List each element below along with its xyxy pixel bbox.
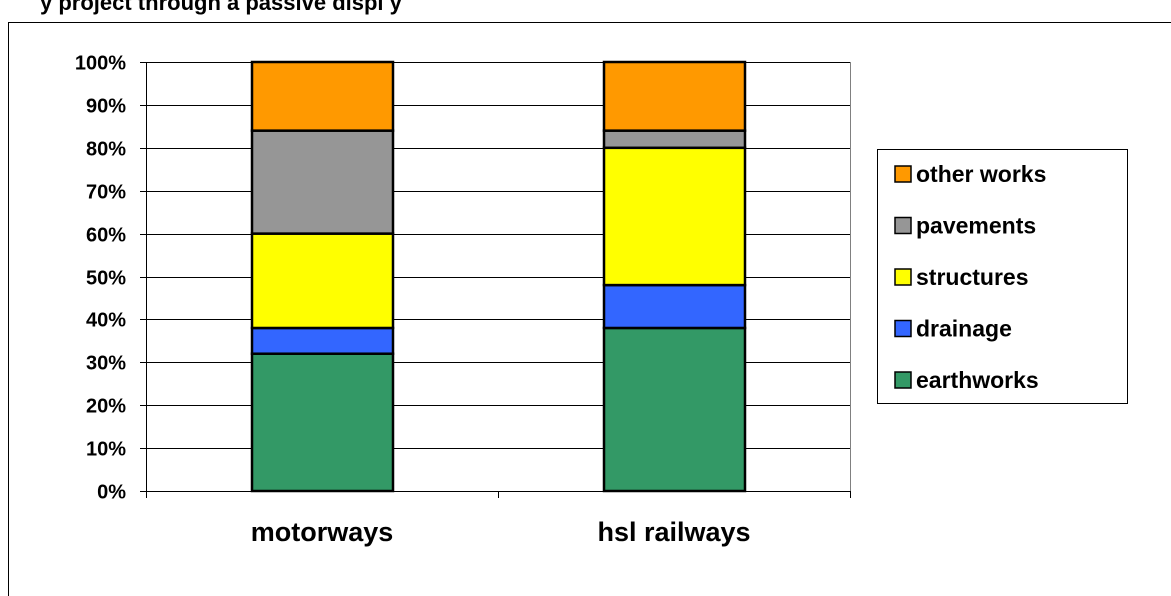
legend-swatch bbox=[894, 268, 912, 286]
bar-segment bbox=[250, 60, 395, 132]
bar-segment bbox=[602, 129, 747, 150]
legend-swatch bbox=[894, 371, 912, 389]
bar-segment bbox=[602, 60, 747, 132]
legend-label: structures bbox=[916, 264, 1028, 290]
chart-title: y project through a passive displ y bbox=[40, 0, 403, 15]
y-tick-label: 90% bbox=[86, 96, 126, 118]
legend-label: other works bbox=[916, 161, 1046, 187]
bar-segment bbox=[602, 283, 747, 330]
y-tick-label: 70% bbox=[86, 182, 126, 204]
y-tick-label: 20% bbox=[86, 396, 126, 418]
legend-label: pavements bbox=[916, 213, 1036, 239]
bar-segment bbox=[602, 146, 747, 287]
y-tick-label: 80% bbox=[86, 139, 126, 161]
bar-segment bbox=[250, 326, 395, 355]
y-tick-label: 50% bbox=[86, 268, 126, 290]
y-tick-label: 100% bbox=[75, 53, 126, 75]
legend-label: drainage bbox=[916, 316, 1012, 342]
legend-swatch bbox=[894, 165, 912, 183]
bar-segment bbox=[250, 232, 395, 330]
y-tick-label: 0% bbox=[97, 482, 126, 504]
y-axis-tick-labels: 0% 10% 20% 30% 40% 50% 60% 70% 80% 90% 100% bbox=[75, 53, 126, 504]
bar-segment bbox=[602, 326, 747, 493]
y-tick-label: 40% bbox=[86, 310, 126, 332]
legend-swatch bbox=[894, 319, 912, 338]
y-tick-label: 10% bbox=[86, 439, 126, 461]
x-axis-category-labels: motorways hsl railways bbox=[251, 517, 751, 547]
bar-segment bbox=[250, 129, 395, 235]
bar-segment bbox=[250, 352, 395, 493]
y-tick-label: 60% bbox=[86, 225, 126, 247]
legend: other works pavements structures drainage ea… bbox=[877, 149, 1128, 404]
legend-label: earthworks bbox=[916, 367, 1039, 393]
y-tick-label: 30% bbox=[86, 353, 126, 375]
x-category-label: motorways bbox=[251, 517, 394, 547]
legend-items: other works pavements structures drainage ea… bbox=[894, 161, 1046, 393]
legend-swatch bbox=[894, 216, 912, 235]
legend-box bbox=[877, 149, 1128, 404]
bars bbox=[250, 60, 747, 493]
x-category-label: hsl railways bbox=[597, 517, 750, 547]
